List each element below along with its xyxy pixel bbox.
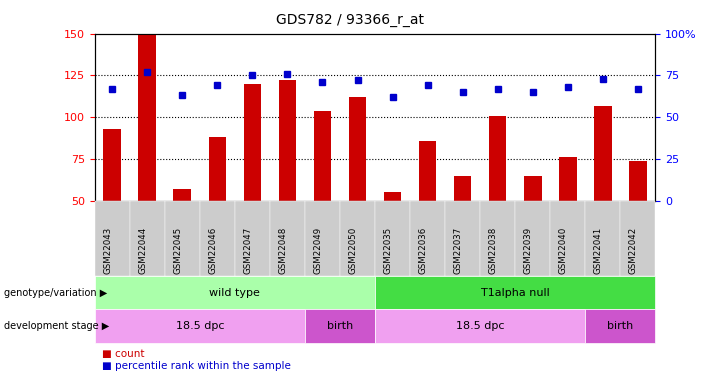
Text: GSM22037: GSM22037 — [454, 226, 463, 274]
Bar — [384, 192, 402, 284]
Text: GDS782 / 93366_r_at: GDS782 / 93366_r_at — [276, 13, 425, 27]
Text: genotype/variation ▶: genotype/variation ▶ — [4, 288, 107, 297]
Text: ■ count: ■ count — [102, 350, 144, 359]
Bar — [209, 137, 226, 284]
Bar — [314, 111, 332, 284]
Bar — [629, 160, 647, 284]
Text: ■ percentile rank within the sample: ■ percentile rank within the sample — [102, 361, 290, 370]
Bar — [174, 189, 191, 284]
Text: wild type: wild type — [210, 288, 260, 297]
Text: GSM22041: GSM22041 — [594, 226, 603, 274]
Bar — [454, 176, 472, 284]
Text: GSM22040: GSM22040 — [559, 226, 568, 274]
Text: GSM22044: GSM22044 — [138, 226, 147, 274]
Bar — [139, 34, 156, 284]
Text: GSM22049: GSM22049 — [313, 226, 322, 274]
Text: GSM22050: GSM22050 — [348, 226, 358, 274]
Text: 18.5 dpc: 18.5 dpc — [456, 321, 505, 331]
Text: development stage ▶: development stage ▶ — [4, 321, 109, 331]
Text: GSM22045: GSM22045 — [173, 226, 182, 274]
Bar — [104, 129, 121, 284]
Bar — [349, 97, 367, 284]
Text: GSM22046: GSM22046 — [208, 226, 217, 274]
Text: GSM22039: GSM22039 — [524, 226, 533, 274]
Text: GSM22035: GSM22035 — [383, 226, 393, 274]
Bar — [419, 141, 436, 284]
Bar — [279, 81, 297, 284]
Text: birth: birth — [327, 321, 353, 331]
Text: GSM22043: GSM22043 — [103, 226, 112, 274]
Bar — [524, 176, 542, 284]
Text: GSM22042: GSM22042 — [629, 226, 638, 274]
Text: 18.5 dpc: 18.5 dpc — [175, 321, 224, 331]
Text: T1alpha null: T1alpha null — [481, 288, 550, 297]
Bar — [559, 157, 576, 284]
Text: GSM22047: GSM22047 — [243, 226, 252, 274]
Bar — [244, 84, 261, 284]
Text: GSM22048: GSM22048 — [278, 226, 287, 274]
Text: birth: birth — [607, 321, 634, 331]
Bar — [489, 116, 506, 284]
Text: GSM22036: GSM22036 — [418, 226, 428, 274]
Text: GSM22038: GSM22038 — [489, 226, 498, 274]
Bar — [594, 105, 612, 284]
